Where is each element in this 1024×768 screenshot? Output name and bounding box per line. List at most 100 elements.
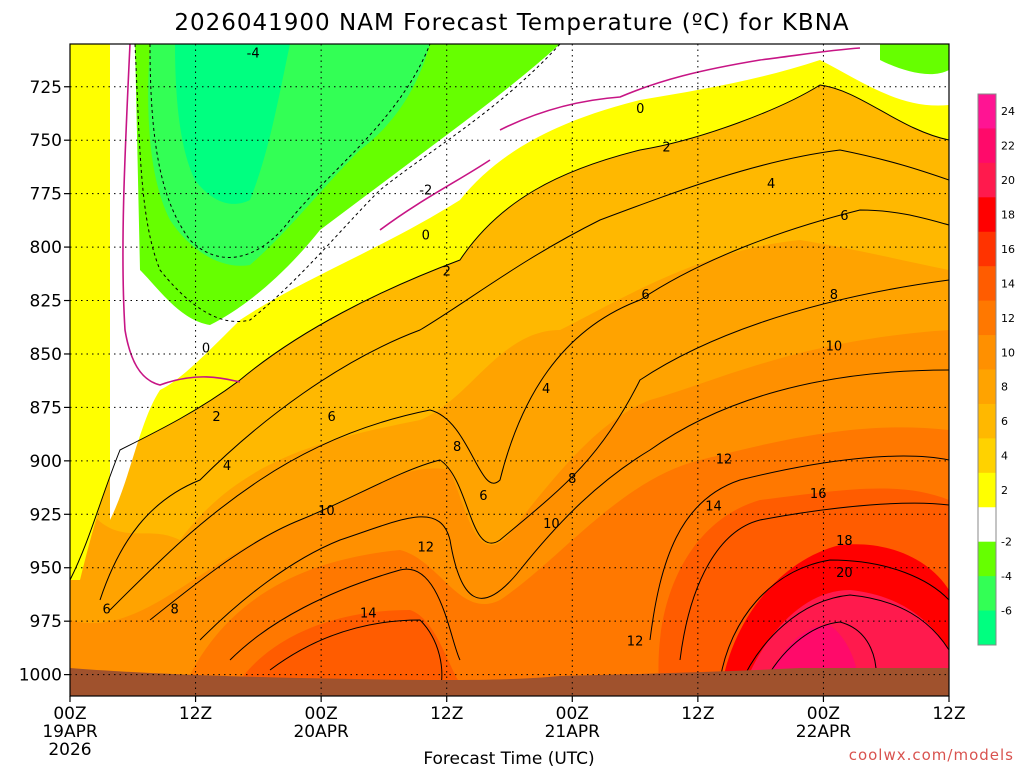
colorbar-label-6: 12 [1001, 312, 1015, 325]
contour-label-17: 8 [453, 440, 461, 455]
ground-terrain [70, 668, 949, 696]
x-axis-label: Forecast Time (UTC) [423, 749, 594, 768]
x-tick-label-4: 00Z [556, 704, 589, 724]
x-tick-label-0: 00Z [53, 704, 86, 724]
y-tick-label-7: 900 [30, 452, 62, 472]
contour-label-5: 2 [662, 141, 670, 156]
x-date-label-6: 22APR [796, 722, 852, 742]
contour-label-20: 10 [826, 339, 843, 354]
contour-label-28: 16 [810, 487, 827, 502]
colorbar-swatch-1 [978, 128, 996, 164]
y-tick-label-11: 1000 [19, 666, 62, 686]
contour-label-15: 6 [102, 602, 110, 617]
contour-label-3: 0 [422, 228, 430, 243]
colorbar-swatch-0 [978, 94, 996, 129]
y-tick-label-5: 850 [30, 345, 62, 365]
colorbar-label-3: 18 [1001, 209, 1015, 222]
band-green-coldest [175, 44, 290, 204]
colorbar-label-9: 6 [1001, 415, 1008, 428]
colorbar-frame [977, 93, 997, 646]
contour-0-left [122, 44, 241, 386]
contour-label-11: 6 [840, 209, 848, 224]
grid-lines [70, 44, 950, 696]
contour-label-10: 4 [223, 459, 231, 474]
colorbar-swatch-9 [978, 403, 996, 439]
credit-text[interactable]: coolwx.com/models [849, 746, 1014, 764]
y-axis: 725 750 775 800 825 850 875 900 925 950 975 1000 [19, 78, 70, 686]
contour-label-21: 10 [318, 504, 335, 519]
contour-6 [109, 209, 949, 611]
colorbar: 24 22 20 18 16 14 12 10 8 6 4 2 -2 -4 -6 [977, 93, 1015, 646]
credit-link[interactable]: coolwx.com/models [849, 746, 1014, 764]
colorbar-swatch-12 [978, 507, 996, 543]
contour-label-0: -4 [247, 47, 260, 62]
contour-0-mid [379, 159, 491, 231]
contour-label-29: 18 [836, 534, 853, 549]
x-tick-label-6: 00Z [807, 704, 840, 724]
x-date-label-4: 21APR [545, 722, 601, 742]
plot-area [70, 44, 949, 696]
contour-label-23: 12 [716, 453, 733, 468]
x-tick-label-7: 12Z [932, 704, 965, 724]
contour-label-24: 12 [418, 540, 435, 555]
colorbar-swatch-8 [978, 369, 996, 405]
colorbar-label-1: 22 [1001, 140, 1015, 153]
chart-title: 2026041900 NAM Forecast Temperature (ºC)… [174, 10, 849, 36]
colorbar-label-8: 8 [1001, 381, 1008, 394]
x-tick-label-2: 00Z [305, 704, 338, 724]
contour-label-6: 2 [443, 265, 451, 280]
contour-label-2: 0 [636, 102, 644, 117]
colorbar-label-13: -4 [1001, 570, 1012, 583]
colorbar-swatch-3 [978, 197, 996, 233]
colorbar-label-10: 4 [1001, 450, 1008, 463]
contour-label-18: 8 [568, 472, 576, 487]
colorbar-label-2: 20 [1001, 174, 1015, 187]
y-tick-label-1: 750 [30, 131, 62, 151]
x-tick-label-5: 12Z [681, 704, 714, 724]
colorbar-label-4: 16 [1001, 243, 1015, 256]
contour-label-13: 6 [327, 410, 335, 425]
colorbar-swatch-5 [978, 266, 996, 302]
y-tick-label-0: 725 [30, 78, 62, 98]
y-tick-label-2: 775 [30, 185, 62, 205]
contour-label-19: 8 [171, 602, 179, 617]
contour-8 [149, 279, 949, 621]
colorbar-swatch-10 [978, 438, 996, 474]
negative-contour-lines [134, 44, 561, 323]
contour-label-layer: -4 -2 0 0 0 2 2 2 4 4 4 6 6 6 6 6 8 8 8 8 10 10 10 12 12 12 14 14 16… [102, 47, 852, 650]
y-tick-label-9: 950 [30, 559, 62, 579]
colorbar-swatch-4 [978, 231, 996, 267]
contour-label-25: 12 [627, 634, 644, 649]
contour-lines [70, 84, 949, 691]
contour-16 [719, 559, 949, 681]
colorbar-swatch-13 [978, 541, 996, 577]
contour-label-16: 8 [830, 288, 838, 303]
colorbar-label-12: -2 [1001, 536, 1012, 549]
contour-0-right [499, 47, 861, 131]
contour-4 [99, 149, 949, 601]
colorbar-swatch-15 [978, 610, 996, 646]
contour-12 [229, 455, 949, 661]
contour-20 [759, 621, 877, 691]
zero-contour-lines [122, 44, 861, 386]
colorbar-label-7: 10 [1001, 346, 1015, 359]
contour-10 [199, 369, 949, 641]
colorbar-swatch-14 [978, 576, 996, 612]
contour-minus2 [134, 44, 561, 323]
y-tick-label-8: 925 [30, 505, 62, 525]
x-date-label-0: 19APR [42, 722, 98, 742]
colorbar-label-5: 14 [1001, 277, 1015, 290]
x-date-label-2: 20APR [293, 722, 349, 742]
contour-14 [269, 502, 949, 691]
contour-minus4 [149, 44, 431, 258]
x-tick-label-3: 12Z [430, 704, 463, 724]
contour-label-7: 2 [212, 410, 220, 425]
colorbar-label-0: 24 [1001, 105, 1015, 118]
colorbar-swatch-2 [978, 162, 996, 198]
colorbar-swatch-11 [978, 472, 996, 508]
y-tick-label-10: 975 [30, 612, 62, 632]
contour-label-27: 14 [360, 607, 377, 622]
contour-label-12: 6 [641, 288, 649, 303]
